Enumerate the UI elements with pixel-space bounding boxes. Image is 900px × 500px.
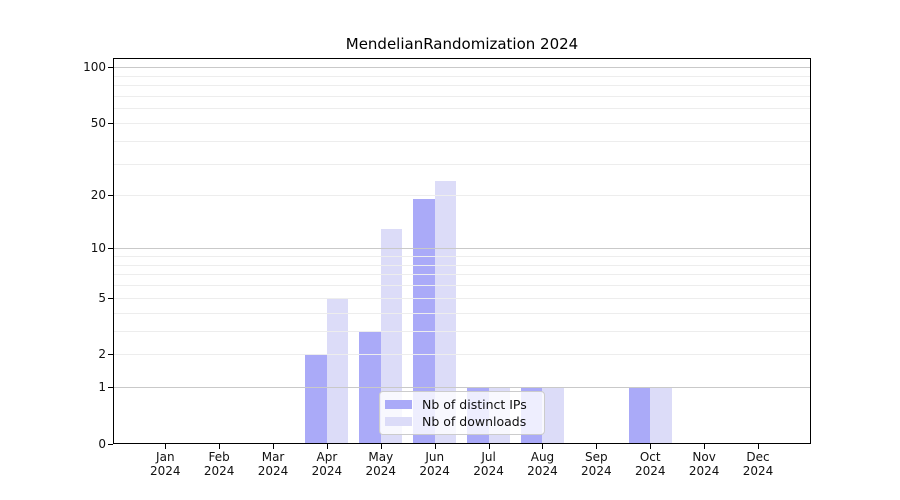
x-tick-label: Oct 2024 xyxy=(634,450,666,478)
x-tick-label: Jun 2024 xyxy=(419,450,450,478)
bar-nb-of-distinct-ips-jun xyxy=(413,199,435,443)
y-tick-label: 0 xyxy=(98,437,106,451)
x-tick xyxy=(650,444,652,449)
gridline-minor xyxy=(114,256,810,257)
x-tick-label: Nov 2024 xyxy=(688,450,720,478)
gridline-minor xyxy=(114,108,810,110)
x-tick xyxy=(165,444,167,449)
y-tick xyxy=(108,387,113,389)
y-tick xyxy=(108,354,113,356)
x-tick xyxy=(326,444,328,449)
y-tick-label: 5 xyxy=(98,290,106,305)
y-tick xyxy=(108,67,113,69)
gridline-minor xyxy=(114,195,810,197)
gridline-minor xyxy=(114,140,810,142)
gridline-minor xyxy=(114,285,810,287)
y-tick-label: 10 xyxy=(90,241,106,256)
x-tick xyxy=(542,444,544,449)
x-tick xyxy=(757,444,759,449)
chart-title: MendelianRandomization 2024 xyxy=(345,35,579,53)
x-tick-label: Sep 2024 xyxy=(581,450,612,478)
gridline-major xyxy=(114,248,810,250)
plot-area xyxy=(113,58,811,444)
legend-label-downloads: Nb of downloads xyxy=(422,414,527,429)
gridline-minor xyxy=(114,297,810,299)
x-tick-label: May 2024 xyxy=(365,450,397,478)
bar-nb-of-downloads-apr xyxy=(326,297,349,443)
x-tick xyxy=(488,444,490,449)
x-tick-label: Mar 2024 xyxy=(257,450,289,478)
y-tick-label: 50 xyxy=(90,115,106,130)
legend-swatch-downloads xyxy=(385,417,412,426)
gridline-minor xyxy=(114,354,810,356)
x-tick xyxy=(219,444,221,449)
bar-nb-of-distinct-ips-oct xyxy=(628,387,651,443)
gridline-minor xyxy=(114,264,810,266)
gridline-minor xyxy=(114,163,810,165)
x-tick xyxy=(380,444,382,449)
gridline-minor xyxy=(114,85,810,87)
y-tick-label: 1 xyxy=(98,380,106,395)
gridline-minor xyxy=(114,95,810,97)
gridline-minor xyxy=(114,274,810,276)
gridline-minor xyxy=(114,122,810,124)
gridline-minor xyxy=(114,75,810,77)
y-tick xyxy=(108,248,113,250)
y-tick xyxy=(108,444,113,445)
bar-nb-of-downloads-jun xyxy=(434,181,457,443)
gridline-major xyxy=(114,387,810,389)
bar-nb-of-distinct-ips-apr xyxy=(305,354,327,443)
gridline-minor xyxy=(114,330,810,332)
bar-nb-of-downloads-aug xyxy=(542,387,564,443)
y-tick-label: 2 xyxy=(98,347,106,362)
gridline-major xyxy=(114,67,810,69)
bar-nb-of-distinct-ips-may xyxy=(359,330,381,443)
x-tick xyxy=(704,444,706,449)
legend: Nb of distinct IPs Nb of downloads xyxy=(379,391,545,435)
y-tick-label: 20 xyxy=(90,188,106,203)
gridline-minor xyxy=(114,312,810,314)
x-tick-label: Jul 2024 xyxy=(473,450,504,478)
x-tick-label: Dec 2024 xyxy=(742,450,774,478)
legend-item-distinct-ips: Nb of distinct IPs xyxy=(385,397,536,413)
y-tick xyxy=(108,195,113,197)
bar-nb-of-downloads-may xyxy=(380,228,403,443)
x-tick-label: Jan 2024 xyxy=(150,450,181,478)
x-tick xyxy=(273,444,275,449)
legend-swatch-distinct-ips xyxy=(385,400,412,409)
x-tick-label: Feb 2024 xyxy=(203,450,235,478)
y-tick-label: 100 xyxy=(83,60,106,75)
legend-label-distinct-ips: Nb of distinct IPs xyxy=(422,397,527,412)
x-tick xyxy=(596,444,598,449)
x-tick xyxy=(434,444,436,449)
y-tick xyxy=(108,122,113,124)
x-tick-label: Aug 2024 xyxy=(527,450,558,478)
y-tick xyxy=(108,297,113,299)
x-tick-label: Apr 2024 xyxy=(311,450,343,478)
bar-nb-of-downloads-oct xyxy=(650,387,672,443)
legend-item-downloads: Nb of downloads xyxy=(385,414,536,430)
